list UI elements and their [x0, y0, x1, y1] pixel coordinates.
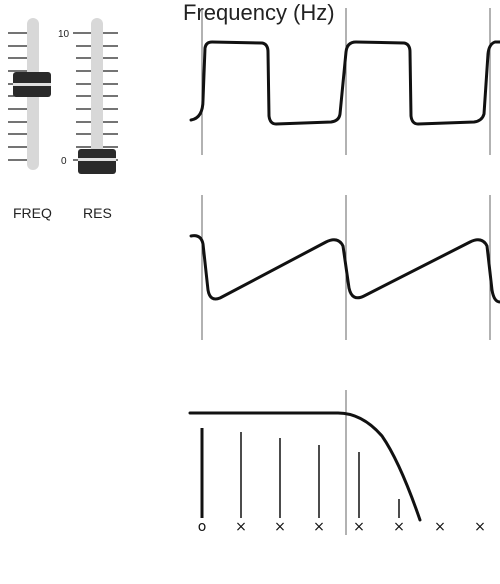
- square-wave-plot: [189, 8, 500, 155]
- spectrum-plot: o × × × × × × ×: [188, 390, 486, 535]
- res-fader-thumb[interactable]: [78, 149, 116, 174]
- harmonic-marker: ×: [274, 519, 286, 535]
- harmonic-marker: ×: [235, 519, 247, 535]
- sawtooth-wave-plot: [189, 195, 500, 340]
- sawtooth-wave-trace: [189, 234, 500, 304]
- res-fader-track[interactable]: [91, 18, 103, 170]
- spectrum-xaxis-label: Frequency (Hz): [183, 0, 335, 25]
- harmonic-marker: ×: [313, 519, 325, 535]
- freq-fader-thumb[interactable]: [13, 72, 51, 97]
- harmonic-marker: ×: [434, 519, 446, 535]
- freq-fader-label: FREQ: [13, 205, 52, 221]
- scale-min-label: 0: [61, 156, 67, 167]
- harmonic-marker: o: [198, 519, 207, 535]
- harmonic-marker: ×: [353, 519, 365, 535]
- harmonic-marker: ×: [393, 519, 405, 535]
- square-wave-trace: [189, 40, 500, 126]
- filter-response-curve: [188, 411, 422, 522]
- res-fader-label: RES: [83, 205, 112, 221]
- harmonic-marker: ×: [474, 519, 486, 535]
- scale-max-label: 10: [58, 29, 70, 40]
